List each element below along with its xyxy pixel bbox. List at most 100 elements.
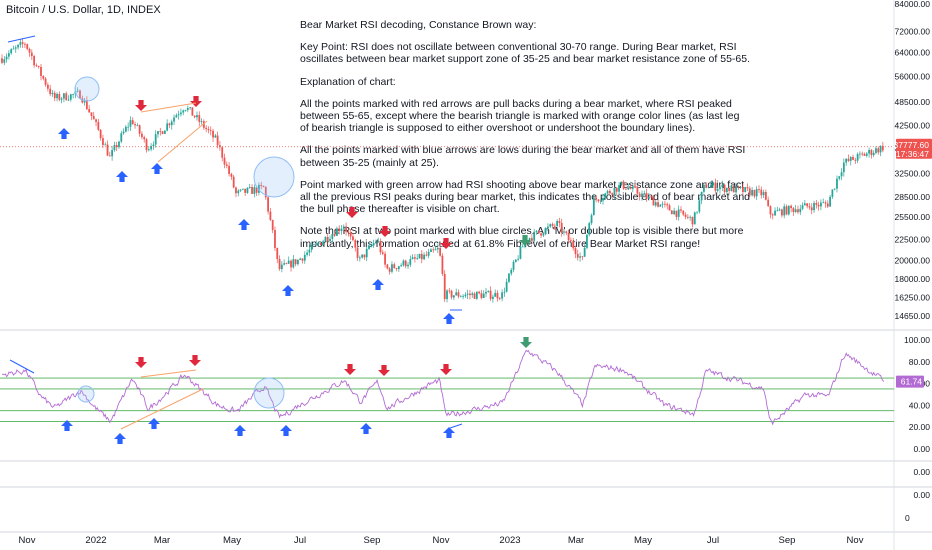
- candle-body-152: [349, 232, 352, 237]
- rsi-blue-low-mark: [449, 423, 463, 429]
- candle-body-333: [764, 191, 767, 200]
- candle-body-211: [485, 291, 487, 294]
- price-blue-arrow-1: [58, 128, 70, 139]
- candle-body-140: [322, 241, 325, 246]
- price-tick-label-3: 56000.00: [895, 71, 931, 81]
- candle-body-185: [425, 254, 428, 256]
- candle-body-360: [826, 203, 829, 207]
- candle-body-269: [618, 185, 620, 192]
- candle-body-167: [384, 253, 386, 265]
- price-red-arrow-5: [440, 238, 452, 249]
- note-paragraph-blue-arrows: All the points marked with blue arrows a…: [300, 144, 746, 169]
- candle-body-135: [310, 244, 313, 250]
- candle-body-340: [781, 209, 783, 216]
- candle-body-186: [427, 251, 430, 256]
- candle-body-347: [797, 209, 799, 213]
- candle-body-318: [730, 185, 733, 191]
- candle-body-14: [33, 56, 36, 66]
- candle-body-57: [131, 120, 134, 125]
- price-triangle-lower-line: [157, 120, 208, 163]
- candle-body-354: [813, 203, 815, 211]
- candle-body-237: [544, 228, 547, 235]
- candle-body-118: [271, 219, 274, 231]
- candle-body-50: [115, 145, 118, 148]
- time-tick-label-10: Jul: [707, 535, 719, 546]
- candle-body-162: [372, 243, 375, 246]
- candle-body-346: [794, 209, 797, 212]
- candle-body-323: [742, 187, 744, 193]
- rsi-blue-arrow-1: [61, 420, 73, 431]
- candle-body-248: [569, 240, 572, 242]
- candle-body-218: [501, 292, 503, 299]
- candle-body-377: [865, 153, 868, 156]
- rsi-triangle-lower-line: [120, 388, 204, 430]
- candle-body-208: [478, 291, 481, 294]
- candle-body-206: [473, 293, 476, 299]
- rsi-red-arrow-3: [344, 364, 356, 375]
- rsi-blue-arrow-7: [443, 427, 455, 438]
- candle-body-87: [200, 121, 203, 122]
- candle-body-350: [803, 203, 806, 206]
- candle-body-45: [104, 144, 107, 146]
- candle-body-225: [517, 258, 520, 260]
- price-blue-arrow-2: [116, 171, 128, 182]
- price-pane[interactable]: [0, 38, 894, 303]
- time-tick-label-1: 2022: [85, 535, 106, 546]
- rsi-pane[interactable]: [0, 349, 894, 426]
- time-tick-label-5: Sep: [364, 535, 381, 546]
- candle-body-128: [294, 259, 297, 265]
- candle-body-31: [72, 94, 75, 96]
- price-tick-label-14: 14650.00: [895, 311, 931, 321]
- price-scale[interactable]: 84000.00 72000.00 64000.00 56000.00 48500.00…: [894, 0, 932, 523]
- candle-body-66: [152, 144, 155, 147]
- candle-body-170: [391, 264, 393, 272]
- candle-body-348: [799, 208, 802, 213]
- candle-body-82: [189, 107, 191, 109]
- price-blue-trendline: [7, 35, 36, 43]
- candle-body-131: [301, 258, 304, 261]
- candle-body-187: [430, 249, 432, 252]
- time-scale[interactable]: Nov 2022 Mar May Jul Sep Nov 2023 Mar May Jul Sep No…: [19, 535, 864, 546]
- time-tick-label-2: Mar: [154, 535, 170, 546]
- candle-body-6: [14, 47, 17, 49]
- rsi-tick-label-1: 80.00: [909, 357, 931, 367]
- candle-body-21: [49, 88, 52, 95]
- candle-body-79: [182, 110, 185, 113]
- candle-body-255: [586, 234, 588, 248]
- candle-body-235: [540, 233, 542, 236]
- candle-body-141: [324, 236, 327, 242]
- candle-body-64: [147, 149, 150, 151]
- candle-body-249: [572, 241, 575, 249]
- candle-body-98: [225, 164, 228, 166]
- candle-body-268: [615, 187, 618, 192]
- candle-body-219: [503, 291, 506, 293]
- candle-body-201: [462, 295, 464, 297]
- rsi-red-arrow-4: [378, 365, 390, 376]
- candle-body-324: [744, 187, 747, 193]
- candle-body-214: [491, 296, 494, 299]
- candle-body-311: [714, 182, 717, 191]
- candle-body-320: [735, 186, 737, 193]
- candle-body-290: [666, 204, 669, 206]
- candle-body-273: [627, 187, 630, 190]
- candle-body-291: [668, 205, 671, 211]
- candle-body-223: [512, 261, 515, 270]
- candle-body-259: [595, 197, 598, 200]
- rsi-blue-circle-1: [77, 385, 95, 403]
- candle-body-331: [760, 189, 763, 196]
- candle-body-90: [207, 129, 210, 131]
- candle-body-53: [122, 131, 125, 134]
- candle-body-199: [457, 292, 460, 297]
- candle-body-37: [85, 100, 88, 110]
- rsi-blue-arrow-3: [148, 418, 160, 429]
- candle-body-303: [696, 211, 698, 213]
- candle-body-322: [739, 187, 742, 188]
- candle-body-353: [810, 207, 813, 211]
- candle-body-0: [1, 58, 3, 63]
- candle-body-367: [842, 162, 845, 173]
- candle-body-175: [402, 260, 405, 266]
- candle-body-260: [597, 199, 600, 202]
- candle-body-207: [475, 291, 478, 299]
